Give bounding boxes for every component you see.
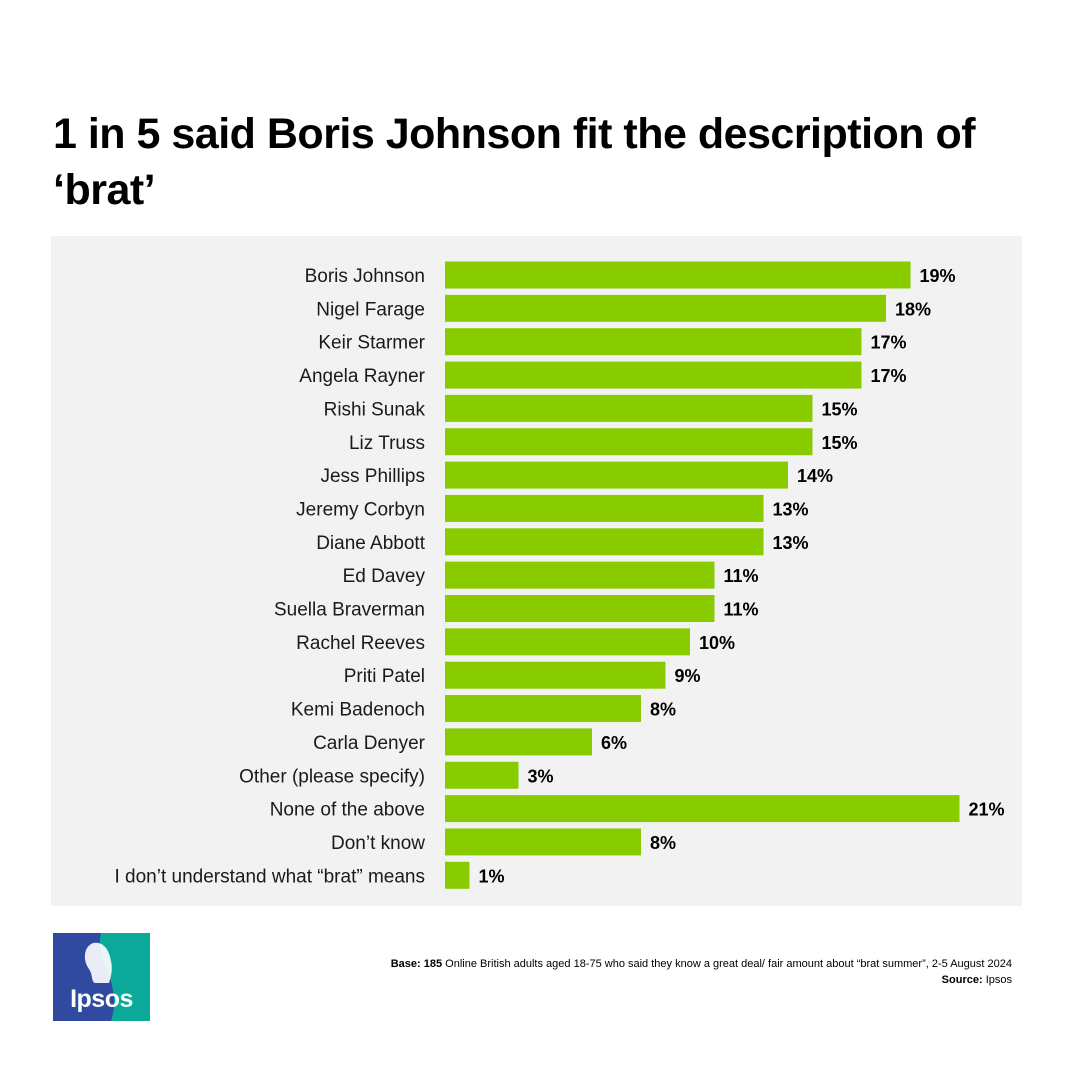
source-note: Source: Ipsos: [212, 972, 1012, 988]
category-label: I don’t understand what “brat” means: [114, 866, 425, 887]
bar: [445, 861, 470, 889]
category-label: Rishi Sunak: [324, 399, 426, 420]
category-label: None of the above: [270, 800, 425, 821]
bar: [445, 394, 813, 422]
bar: [445, 761, 519, 789]
chart-panel: Boris Johnson 19% Nigel Farage 18% Keir Star…: [51, 236, 1022, 906]
bar: [445, 628, 690, 656]
category-label: Suella Braverman: [274, 600, 425, 621]
base-count: 185: [423, 958, 443, 970]
value-label: 14%: [797, 466, 833, 486]
value-label: 6%: [601, 733, 627, 753]
value-label: 1%: [479, 866, 505, 886]
bar: [445, 494, 764, 522]
category-label: Keir Starmer: [318, 333, 425, 354]
category-label: Jeremy Corbyn: [296, 499, 425, 520]
bar: [445, 695, 641, 723]
value-label: 13%: [773, 499, 809, 519]
value-label: 17%: [871, 333, 907, 353]
value-label: 15%: [822, 399, 858, 419]
ipsos-logo-icon: [53, 933, 150, 1021]
bar: [445, 461, 788, 489]
value-label: 8%: [650, 833, 676, 853]
value-label: 9%: [675, 666, 701, 686]
bar: [445, 294, 886, 322]
base-label: Base:: [390, 958, 421, 970]
chart-title: 1 in 5 said Boris Johnson fit the descri…: [53, 110, 976, 214]
value-label: 3%: [528, 766, 554, 786]
bar: [445, 828, 641, 856]
value-label: 8%: [650, 700, 676, 720]
category-label: Ed Davey: [343, 566, 426, 587]
category-label: Nigel Farage: [316, 299, 425, 320]
category-label: Jess Phillips: [320, 466, 425, 487]
value-label: 17%: [871, 366, 907, 386]
bar: [445, 528, 764, 556]
category-label: Priti Patel: [344, 666, 425, 687]
category-label: Boris Johnson: [305, 266, 425, 287]
bar: [445, 561, 715, 589]
source-text: Ipsos: [982, 974, 1012, 986]
logo-text: Ipsos: [70, 985, 133, 1013]
bar: [445, 795, 960, 823]
value-label: 15%: [822, 433, 858, 453]
bar: [445, 661, 666, 689]
category-label: Carla Denyer: [313, 733, 426, 754]
bar: [445, 428, 813, 456]
bar: [445, 328, 862, 356]
bar-chart: Boris Johnson 19% Nigel Farage 18% Keir Star…: [114, 261, 1005, 889]
value-label: 18%: [895, 299, 931, 319]
chart-footer: Base: 185 Online British adults aged 18-…: [212, 956, 1012, 988]
category-label: Don’t know: [331, 833, 425, 854]
source-label: Source:: [941, 974, 983, 986]
category-label: Diane Abbott: [316, 533, 426, 554]
category-label: Rachel Reeves: [296, 633, 425, 654]
value-label: 11%: [724, 566, 759, 586]
category-label: Other (please specify): [239, 766, 425, 787]
bar: [445, 595, 715, 622]
base-note: Base: 185 Online British adults aged 18-…: [212, 956, 1012, 972]
category-label: Kemi Badenoch: [291, 700, 425, 721]
value-label: 19%: [920, 266, 956, 286]
ipsos-logo: Ipsos: [53, 933, 150, 1021]
value-label: 13%: [773, 533, 809, 553]
base-text: Online British adults aged 18-75 who sai…: [442, 958, 1012, 970]
bar: [445, 361, 862, 389]
value-label: 10%: [699, 633, 735, 653]
category-label: Liz Truss: [349, 433, 425, 454]
value-label: 21%: [969, 800, 1005, 820]
bar: [445, 728, 592, 756]
bar: [445, 261, 911, 289]
value-label: 11%: [724, 600, 759, 620]
category-label: Angela Rayner: [299, 366, 425, 387]
